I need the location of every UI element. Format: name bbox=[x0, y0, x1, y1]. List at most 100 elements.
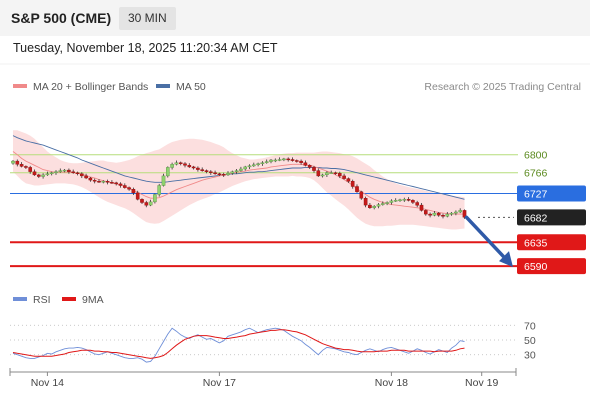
candle-body bbox=[389, 200, 394, 203]
legend-ma50-label: MA 50 bbox=[176, 81, 206, 93]
candle-body bbox=[114, 182, 118, 185]
candle-body bbox=[419, 204, 424, 211]
candle-body bbox=[346, 178, 351, 182]
instrument-title: S&P 500 (CME) bbox=[11, 10, 112, 26]
candle-body bbox=[49, 172, 54, 174]
candle-body bbox=[368, 204, 372, 209]
candle-body bbox=[187, 165, 192, 168]
candle-body bbox=[333, 172, 338, 174]
candle-body bbox=[28, 167, 33, 172]
level-label-6800: 6800 bbox=[524, 150, 548, 162]
candle-body bbox=[424, 210, 428, 215]
legend-9ma-swatch bbox=[62, 297, 76, 301]
level-label-6635: 6635 bbox=[524, 237, 548, 249]
x-tick-label: Nov 17 bbox=[203, 377, 236, 389]
candle-body bbox=[148, 201, 153, 206]
rsi-ma-line bbox=[12, 329, 465, 359]
candle-body bbox=[372, 205, 377, 208]
candle-body bbox=[157, 185, 162, 195]
candle-body bbox=[234, 170, 239, 172]
candle-body bbox=[363, 197, 368, 206]
candle-body bbox=[264, 161, 269, 163]
candle-body bbox=[381, 203, 385, 205]
candle-body bbox=[432, 212, 437, 216]
ma50-line bbox=[12, 135, 465, 200]
level-tag-6635 bbox=[517, 234, 586, 251]
candle-body bbox=[62, 169, 67, 172]
rsi-tick-50: 50 bbox=[524, 335, 536, 347]
candle-body bbox=[97, 180, 101, 183]
candle-body bbox=[445, 213, 450, 217]
candle-body bbox=[338, 173, 342, 177]
candle-body bbox=[200, 169, 205, 171]
legend-rsi-swatch bbox=[13, 297, 27, 301]
level-tag-6590 bbox=[517, 258, 586, 275]
candle-body bbox=[37, 174, 41, 177]
forecast-arrow-shaft bbox=[464, 215, 507, 260]
x-tick-label: Nov 18 bbox=[375, 377, 408, 389]
candle-body bbox=[84, 175, 88, 179]
candle-body bbox=[329, 172, 334, 174]
candle-body bbox=[101, 180, 106, 183]
candle-body bbox=[88, 177, 93, 181]
timeframe-button[interactable]: 30 MIN bbox=[119, 7, 176, 30]
x-tick-label: Nov 14 bbox=[31, 377, 64, 389]
candle-body bbox=[243, 166, 248, 170]
candle-body bbox=[355, 186, 359, 193]
level-label-6682: 6682 bbox=[524, 212, 548, 224]
candle-body bbox=[217, 173, 222, 176]
candle-body bbox=[208, 171, 213, 173]
candle-body bbox=[415, 202, 420, 206]
candle-body bbox=[316, 170, 321, 177]
candle-body bbox=[196, 167, 200, 170]
candle-body bbox=[153, 194, 157, 203]
candle-body bbox=[286, 158, 291, 161]
candle-body bbox=[282, 158, 286, 161]
candle-body bbox=[174, 162, 179, 165]
candle-body bbox=[165, 167, 170, 177]
candle-body bbox=[45, 173, 50, 176]
candle-body bbox=[402, 199, 407, 201]
candle-body bbox=[325, 172, 329, 175]
candle-body bbox=[105, 180, 110, 183]
level-tag-6682 bbox=[517, 209, 586, 226]
level-tag-6727 bbox=[517, 185, 586, 202]
candle-body bbox=[144, 202, 149, 206]
candle-body bbox=[32, 171, 37, 176]
candle-body bbox=[230, 171, 235, 174]
candle-body bbox=[307, 165, 312, 168]
bollinger-band bbox=[13, 130, 465, 230]
candle-body bbox=[273, 159, 278, 162]
candle-body bbox=[342, 175, 346, 179]
candle-body bbox=[221, 174, 226, 176]
candle-body bbox=[79, 173, 84, 177]
legend-rsi-label: RSI bbox=[33, 294, 51, 306]
rsi-line bbox=[12, 327, 465, 363]
candle-body bbox=[140, 199, 144, 203]
candle-body bbox=[24, 166, 28, 168]
candle-body bbox=[67, 169, 71, 172]
candle-body bbox=[251, 164, 256, 167]
ma20-line bbox=[12, 151, 465, 215]
level-label-6766: 6766 bbox=[524, 168, 548, 180]
candle-body bbox=[359, 191, 364, 199]
legend-ma50-swatch bbox=[156, 84, 170, 88]
candle-body bbox=[411, 200, 415, 203]
candle-body bbox=[428, 213, 432, 216]
candle-body bbox=[226, 173, 230, 176]
candle-body bbox=[299, 160, 303, 163]
top-header-bar: S&P 500 (CME) 30 MIN bbox=[0, 0, 590, 36]
candle-body bbox=[204, 170, 209, 172]
candle-body bbox=[320, 174, 325, 177]
candle-body bbox=[239, 168, 243, 171]
candle-body bbox=[118, 183, 123, 186]
candle-body bbox=[376, 204, 381, 207]
candle-body bbox=[350, 180, 355, 187]
candle-body bbox=[19, 164, 24, 167]
candle-body bbox=[183, 163, 187, 166]
legend-ma20-swatch bbox=[13, 84, 27, 88]
candle-body bbox=[58, 170, 63, 172]
candle-body bbox=[15, 160, 20, 165]
rsi-tick-30: 30 bbox=[524, 350, 536, 362]
